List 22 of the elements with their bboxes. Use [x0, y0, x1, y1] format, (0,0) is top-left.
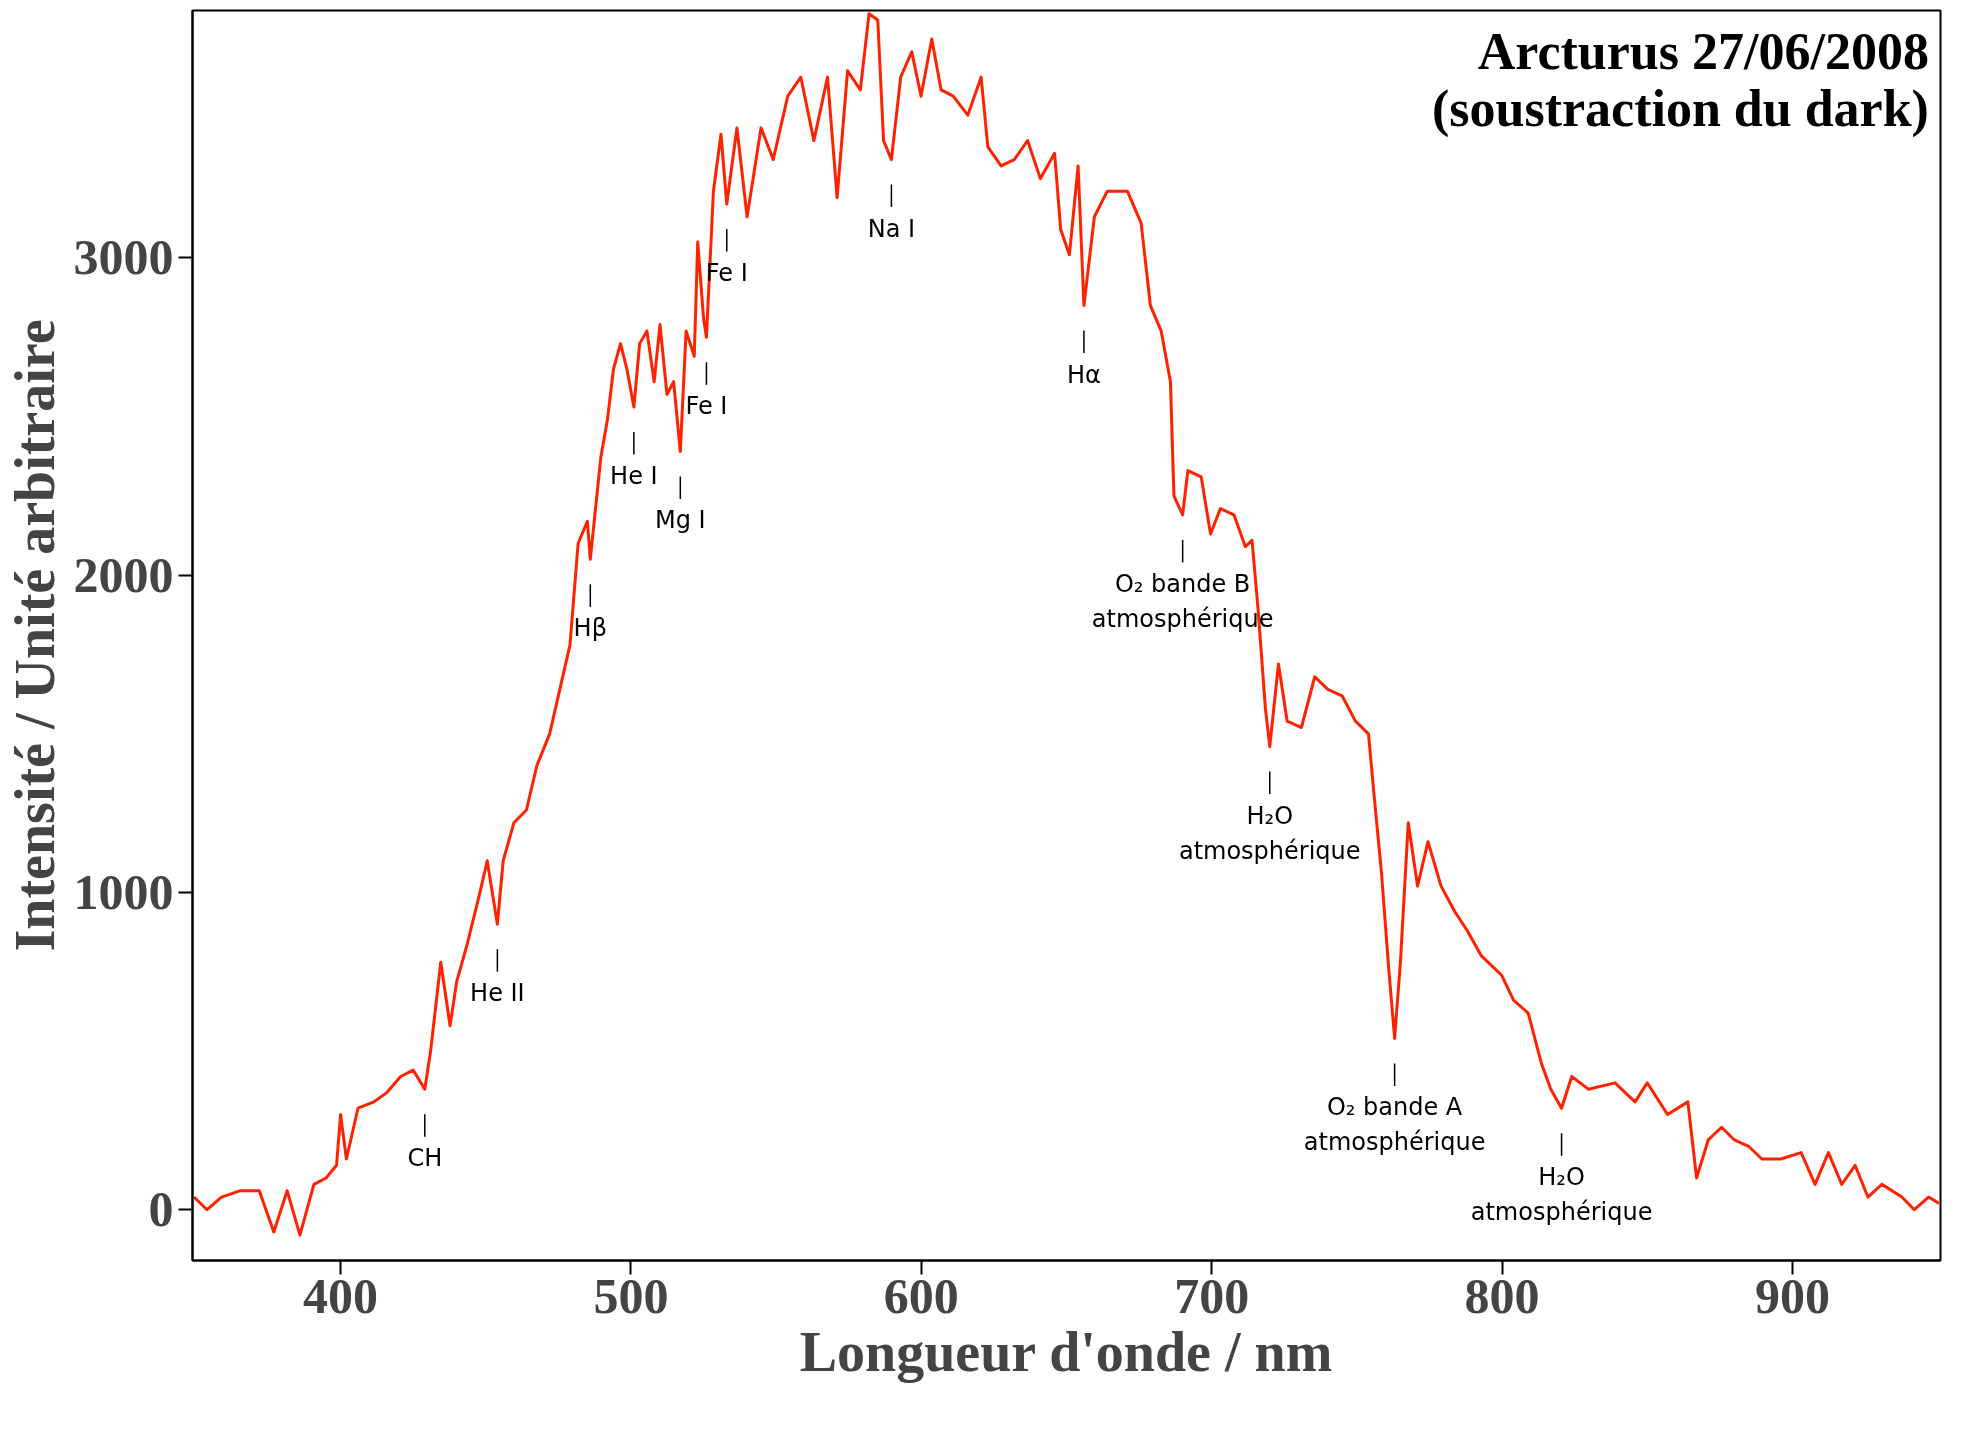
- annotation: Na I: [867, 214, 916, 243]
- annotation: Hβ: [573, 614, 607, 643]
- annotation: Mg I: [654, 506, 706, 535]
- annotation: He I: [610, 462, 658, 491]
- annotation: H₂O atmosphérique: [1178, 801, 1361, 865]
- x-tick-label: 500: [593, 1267, 669, 1324]
- line-series: [192, 12, 1941, 1237]
- x-tick-label: 400: [303, 1267, 379, 1324]
- y-axis-title: Intensité / Unité arbitraire: [3, 319, 66, 952]
- y-tick-label: 1000: [73, 863, 174, 920]
- annotation: Hα: [1066, 360, 1101, 389]
- y-tick-label: 0: [148, 1181, 174, 1238]
- y-tick-label: 2000: [73, 546, 174, 603]
- annotation: CH: [407, 1144, 443, 1173]
- annotation: Fe I: [685, 392, 728, 421]
- annotation: O₂ bande A atmosphérique: [1303, 1093, 1486, 1157]
- y-tick-label: 3000: [73, 229, 174, 286]
- x-tick-label: 800: [1464, 1267, 1540, 1324]
- x-tick-label: 900: [1754, 1267, 1830, 1324]
- annotation: H₂O atmosphérique: [1470, 1163, 1653, 1227]
- text: Arcturus 27/06/2008 (soustraction du dark): [1431, 23, 1929, 139]
- annotation: He II: [470, 979, 525, 1008]
